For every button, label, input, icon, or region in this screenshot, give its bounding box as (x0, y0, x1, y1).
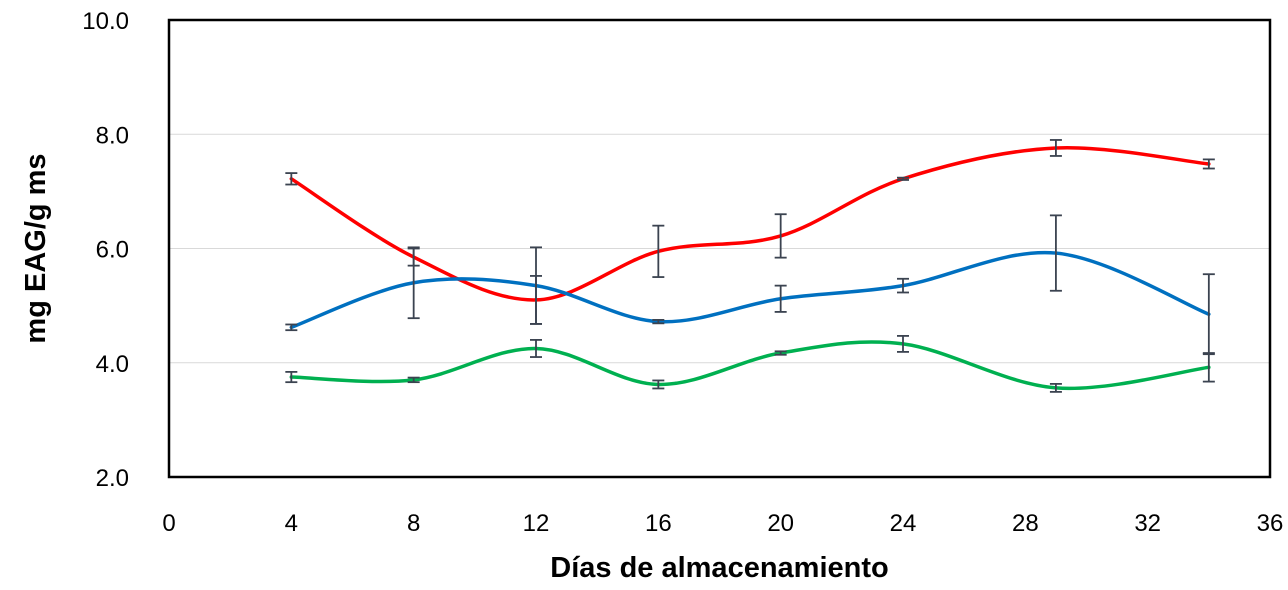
error-bar (652, 319, 665, 325)
grid-lines (169, 133, 1270, 364)
error-bar (285, 172, 298, 186)
x-axis-title: Días de almacenamiento (550, 552, 888, 584)
x-tick-labels: 0 4 8 12 16 20 24 28 32 36 (162, 510, 1283, 537)
series-lines (289, 145, 1211, 391)
error-bar (1049, 382, 1062, 393)
x-tick-label: 0 (162, 510, 175, 537)
error-bar (897, 335, 909, 353)
error-bar (897, 277, 909, 294)
error-bar (1202, 352, 1215, 383)
y-tick-label: 4.0 (96, 351, 129, 378)
series-line-1 (289, 145, 1211, 302)
error-bar (1049, 139, 1062, 157)
x-tick-label: 28 (1012, 510, 1039, 537)
y-tick-label: 6.0 (96, 237, 129, 264)
x-tick-label: 12 (523, 510, 550, 537)
error-bar (285, 370, 298, 384)
x-tick-label: 36 (1257, 510, 1284, 537)
error-bar (530, 246, 542, 325)
error-bar (1202, 158, 1215, 170)
series-line-2 (289, 250, 1211, 330)
y-tick-label: 2.0 (96, 465, 129, 492)
x-tick-label: 24 (890, 510, 917, 537)
y-tick-label: 10.0 (82, 8, 129, 35)
x-tick-label: 8 (407, 510, 420, 537)
series-line-3 (289, 340, 1211, 391)
x-tick-label: 20 (767, 510, 794, 537)
error-bar (1049, 214, 1062, 292)
x-tick-label: 16 (645, 510, 672, 537)
error-bar (897, 176, 909, 181)
error-bar (774, 284, 787, 313)
error-bar (530, 338, 542, 358)
error-bar (652, 379, 665, 390)
plot-area-frame (167, 18, 1272, 479)
error-bar (407, 376, 420, 384)
y-tick-labels: 2.0 4.0 6.0 8.0 10.0 (82, 8, 129, 492)
y-axis-title: mg EAG/g ms (20, 153, 52, 343)
x-tick-label: 32 (1134, 510, 1161, 537)
error-bar (407, 246, 420, 320)
error-bar (774, 350, 787, 356)
error-bar (652, 224, 665, 278)
error-bar (774, 213, 787, 259)
y-tick-label: 8.0 (96, 122, 129, 149)
x-tick-label: 4 (285, 510, 298, 537)
error-bar (285, 323, 298, 332)
error-bars (285, 139, 1215, 393)
